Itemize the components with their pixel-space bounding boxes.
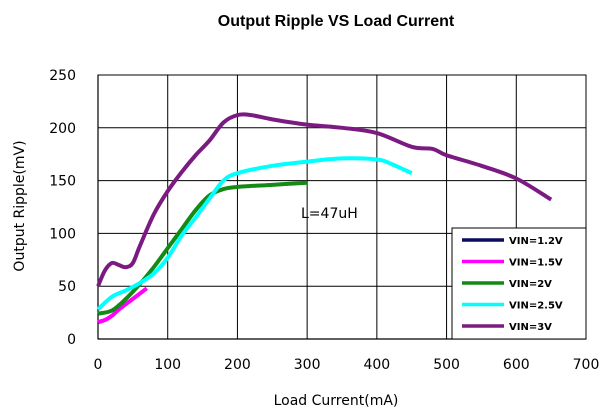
x-tick-label: 100 — [154, 357, 181, 373]
x-tick-label: 300 — [294, 357, 321, 373]
legend-entry: VIN=1.5V — [509, 258, 563, 269]
y-tick-label: 250 — [49, 68, 76, 84]
legend-entry: VIN=2.5V — [509, 301, 563, 312]
legend-entry: VIN=3V — [509, 322, 552, 333]
legend-entry: VIN=1.2V — [509, 236, 563, 247]
x-tick-label: 200 — [224, 357, 251, 373]
y-tick-label: 100 — [49, 226, 76, 242]
y-axis-label: Output Ripple(mV) — [12, 140, 28, 271]
x-tick-label: 400 — [363, 357, 390, 373]
axes: 0 100 200 300 400 500 600 700 0 50 100 150 200 250 — [49, 68, 599, 373]
x-tick-label: 700 — [573, 357, 600, 373]
x-axis-label: Load Current(mA) — [274, 393, 399, 409]
x-tick-label: 500 — [433, 357, 460, 373]
series-line-vin-2-5v — [96, 156, 413, 311]
chart-title: Output Ripple VS Load Current — [218, 13, 455, 30]
y-tick-label: 50 — [58, 279, 76, 295]
inductance-annotation: L=47uH — [301, 206, 358, 222]
legend-entry: VIN=2V — [509, 279, 552, 290]
x-tick-label: 600 — [503, 357, 530, 373]
series-line-vin-1-5v — [97, 286, 149, 325]
series-line-vin-3v — [96, 112, 553, 288]
legend: VIN=1.2V VIN=1.5V VIN=2V VIN=2.5V VIN=3V — [451, 227, 587, 340]
x-tick-label: 0 — [94, 357, 103, 373]
series-line-vin-2v — [97, 180, 308, 316]
series-lines — [96, 112, 553, 325]
y-tick-label: 200 — [49, 121, 76, 137]
y-tick-label: 150 — [49, 174, 76, 190]
y-tick-label: 0 — [67, 332, 76, 348]
